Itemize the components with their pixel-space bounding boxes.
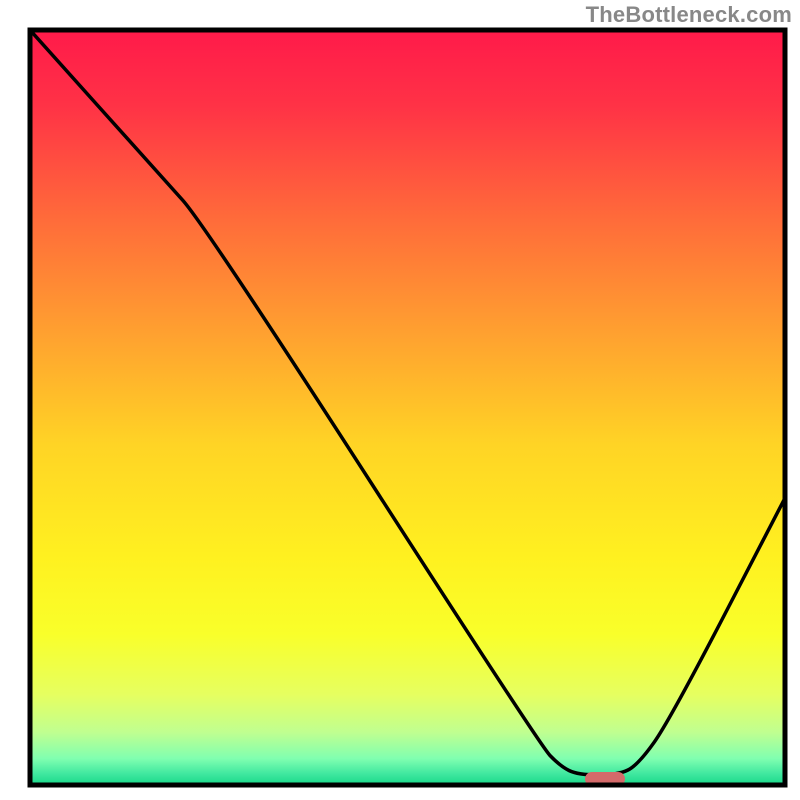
bottleneck-chart [0,0,800,800]
chart-container: { "watermark": { "text": "TheBottleneck.… [0,0,800,800]
watermark-text: TheBottleneck.com [586,2,792,28]
gradient-background [30,30,785,785]
